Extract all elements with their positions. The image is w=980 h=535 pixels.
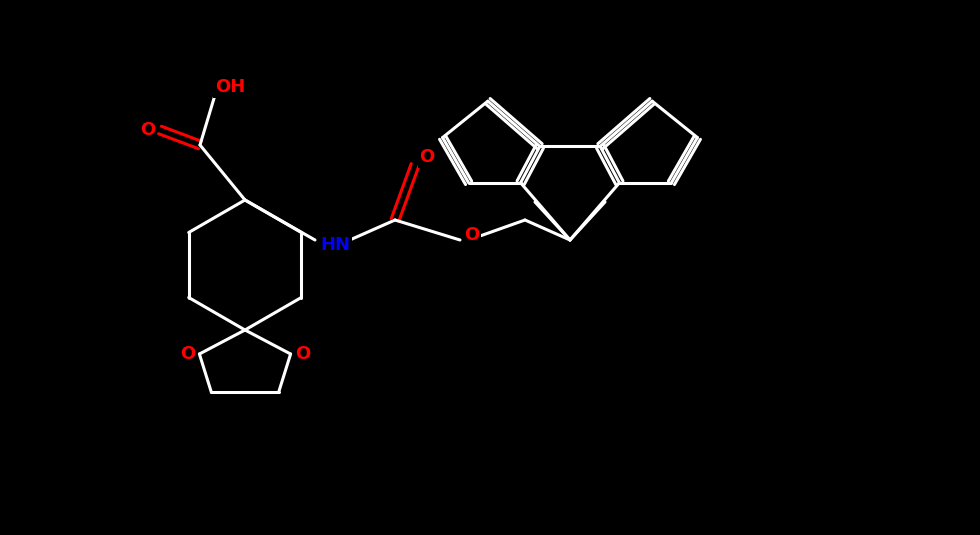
Text: OH: OH xyxy=(215,78,245,96)
Text: HN: HN xyxy=(320,236,350,254)
Text: O: O xyxy=(179,345,195,363)
Text: O: O xyxy=(419,148,434,166)
Text: O: O xyxy=(295,345,311,363)
Text: O: O xyxy=(140,121,156,139)
Text: O: O xyxy=(465,226,479,244)
